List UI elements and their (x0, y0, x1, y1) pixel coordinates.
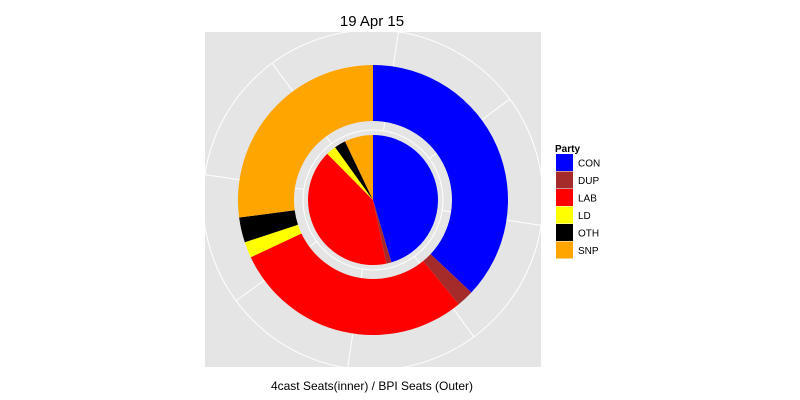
inner-ring-4cast-seats (308, 135, 439, 265)
chart-title: 19 Apr 15 (340, 13, 404, 30)
legend-label-con: CON (578, 159, 600, 170)
outer-slice-lab (250, 233, 459, 335)
legend-swatch-con (556, 154, 573, 171)
grid-circle-0 (302, 129, 444, 271)
inner-slice-snp (345, 135, 373, 200)
inner-slice-oth (335, 141, 373, 200)
outer-ring-bpi-seats (238, 65, 508, 335)
legend-swatch-lab (556, 189, 573, 206)
legend-label-oth: OTH (578, 229, 599, 240)
legend-swatch-snp (556, 241, 573, 259)
legend-label-dup: DUP (578, 176, 599, 187)
legend: Party CON DUP LAB LD OTH SNP (555, 144, 600, 259)
outer-slice-snp (238, 65, 373, 218)
legend-title: Party (555, 144, 580, 155)
inner-slice-dup (373, 200, 392, 264)
outer-slice-ld (244, 224, 302, 258)
legend-label-snp: SNP (578, 246, 599, 257)
outer-slice-dup (423, 254, 472, 305)
inner-slice-ld (327, 147, 373, 200)
legend-swatch-ld (556, 206, 573, 224)
outer-slice-oth (239, 210, 298, 243)
legend-swatch-dup (556, 171, 573, 189)
legend-label-lab: LAB (578, 194, 597, 205)
legend-label-ld: LD (578, 211, 591, 222)
x-axis-label: 4cast Seats(inner) / BPI Seats (Outer) (271, 379, 473, 393)
grid-circle-1 (202, 29, 544, 371)
inner-slice-con (373, 135, 439, 263)
outer-slice-con (373, 65, 508, 293)
inner-slice-lab (308, 153, 387, 265)
legend-swatch-oth (556, 224, 573, 241)
